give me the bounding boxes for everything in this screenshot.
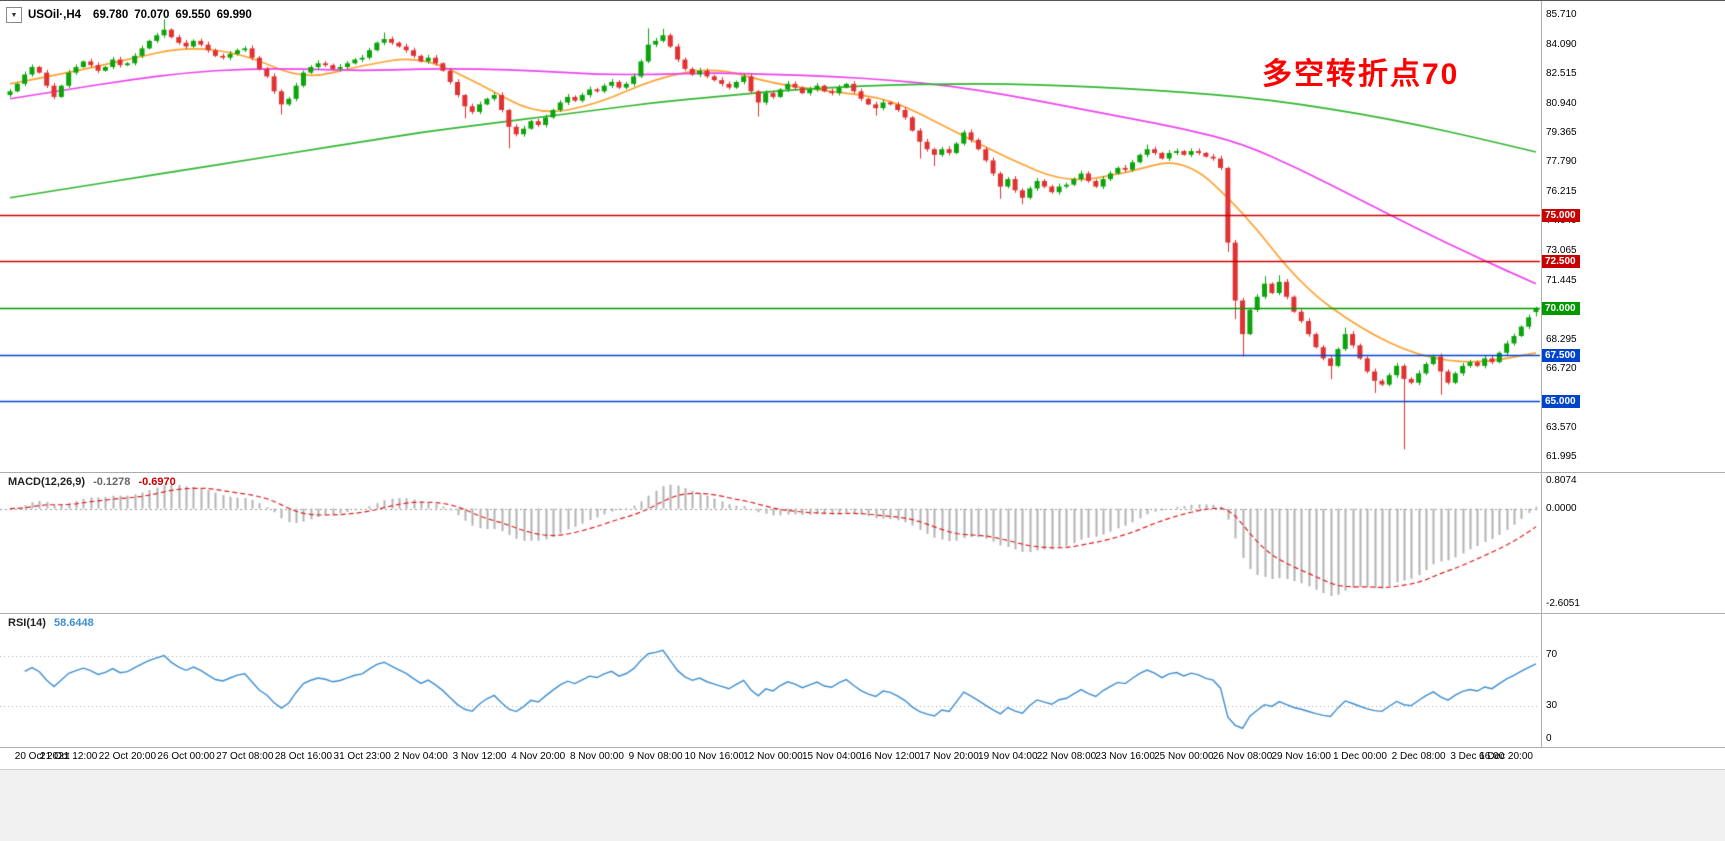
rsi-indicator-canvas[interactable] [0, 614, 1541, 747]
rsi-axis-70-label: 70 [1546, 649, 1558, 660]
macd-indicator-canvas[interactable] [0, 473, 1541, 613]
rsi-header: RSI(14) 58.6448 [8, 617, 94, 629]
chevron-down-icon: ▼ [10, 11, 18, 19]
symbol-dropdown-button[interactable]: ▼ [6, 7, 22, 23]
chart-header: ▼ USOil·,H4 69.780 70.070 69.550 69.990 [6, 7, 252, 23]
macd-main-value: -0.1278 [93, 476, 131, 488]
pane-separator[interactable] [0, 613, 1725, 614]
macd-axis-zero-label: 0.0000 [1546, 502, 1577, 514]
symbol-timeframe-label: USOil·,H4 [28, 9, 82, 21]
price-axis[interactable] [1542, 1, 1622, 747]
window-footer-area [0, 769, 1725, 841]
annotation-text[interactable]: 多空转折点70 [1262, 58, 1460, 91]
macd-axis-min-label: -2.6051 [1546, 598, 1580, 609]
ohlc-low: 69.550 [175, 9, 211, 21]
pane-separator[interactable] [0, 747, 1725, 748]
macd-label: MACD(12,26,9) [8, 476, 86, 488]
time-axis[interactable] [0, 749, 1541, 767]
rsi-axis-0-label: 0 [1546, 733, 1552, 744]
price-chart-canvas[interactable] [0, 1, 1541, 472]
rsi-axis-30-label: 30 [1546, 700, 1558, 711]
macd-header: MACD(12,26,9) -0.1278 -0.6970 [8, 476, 176, 488]
ohlc-open: 69.780 [93, 9, 129, 21]
ohlc-readout: 69.780 70.070 69.550 69.990 [87, 9, 252, 21]
macd-signal-value: -0.6970 [138, 476, 176, 488]
pane-separator[interactable] [0, 472, 1725, 473]
rsi-label: RSI(14) [8, 617, 46, 629]
ohlc-high: 70.070 [134, 9, 170, 21]
macd-axis-max-label: 0.8074 [1546, 475, 1577, 486]
price-axis-divider [1541, 1, 1542, 747]
rsi-value: 58.6448 [53, 617, 94, 629]
ohlc-close: 69.990 [216, 9, 252, 21]
